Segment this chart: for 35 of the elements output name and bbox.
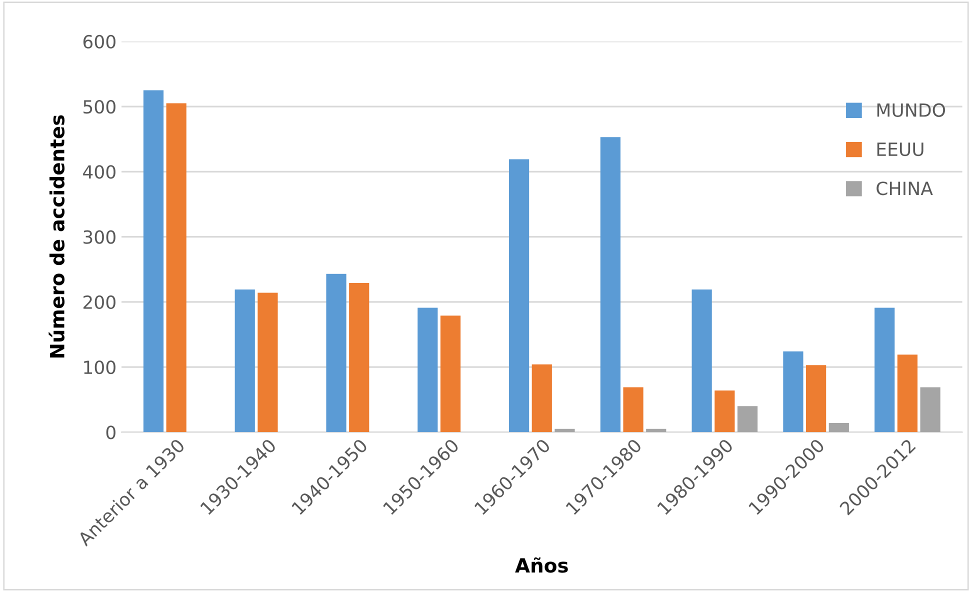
x-axis-title: Años: [515, 557, 568, 573]
bar: [920, 387, 940, 432]
bar: [532, 364, 552, 432]
y-axis-title: Número de accidentes: [48, 115, 65, 358]
legend-label: MUNDO: [877, 103, 946, 117]
bar: [874, 308, 895, 432]
y-tick-label: 600: [83, 34, 116, 49]
y-tick-label: 300: [84, 230, 116, 244]
y-tick-label: 0: [106, 426, 116, 440]
bar: [714, 390, 735, 432]
legend-label: CHINA: [876, 182, 933, 196]
bar: [143, 90, 164, 432]
bar: [326, 274, 346, 432]
bar: [440, 316, 461, 432]
bar: [806, 365, 826, 432]
bar: [646, 428, 666, 432]
bar: [600, 137, 620, 432]
bar: [783, 351, 804, 432]
bar: [166, 103, 186, 432]
y-tick-label: 100: [84, 360, 116, 374]
bar: [554, 428, 575, 432]
bar: [692, 290, 712, 432]
bar: [897, 354, 918, 432]
legend-label: EEUU: [877, 142, 924, 156]
bar: [258, 292, 278, 432]
bar: [234, 290, 255, 432]
y-tick-label: 400: [83, 165, 116, 179]
bar: [737, 406, 758, 432]
bar: [508, 159, 530, 432]
bar: [828, 423, 849, 432]
bar: [623, 387, 644, 432]
y-tick-label: 500: [84, 100, 116, 114]
bar: [349, 283, 370, 432]
bar: [418, 308, 438, 432]
y-tick-label: 200: [84, 295, 116, 310]
